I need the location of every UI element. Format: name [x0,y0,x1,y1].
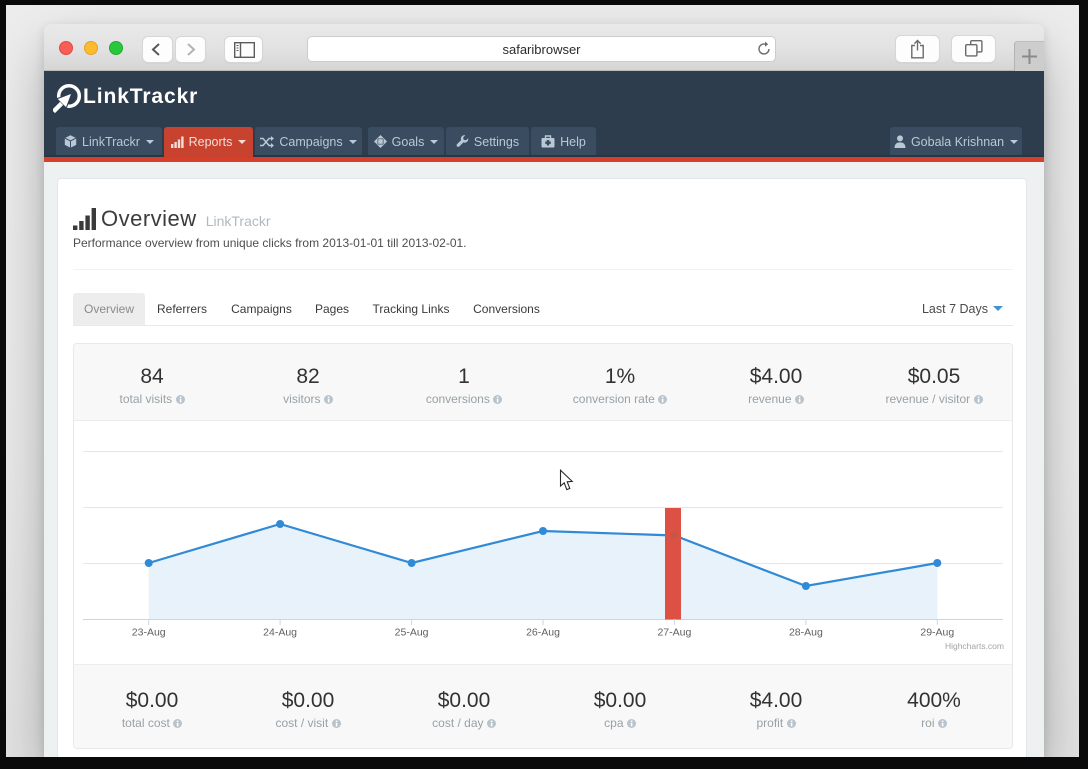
svg-text:29-Aug: 29-Aug [920,627,954,639]
svg-text:23-Aug: 23-Aug [132,627,166,639]
svg-text:Highcharts.com: Highcharts.com [945,641,1004,651]
svg-text:28-Aug: 28-Aug [789,627,823,639]
svg-text:25-Aug: 25-Aug [395,627,429,639]
svg-text:27-Aug: 27-Aug [657,627,691,639]
svg-text:26-Aug: 26-Aug [526,627,560,639]
svg-text:24-Aug: 24-Aug [263,627,297,639]
